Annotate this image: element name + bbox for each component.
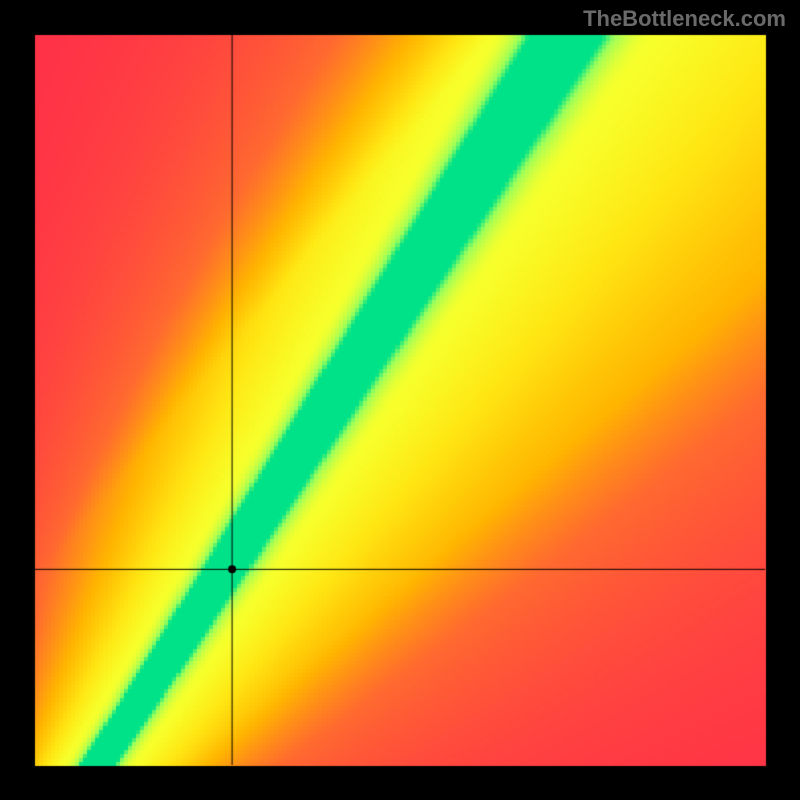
bottleneck-heatmap bbox=[0, 0, 800, 800]
watermark-text: TheBottleneck.com bbox=[583, 6, 786, 32]
